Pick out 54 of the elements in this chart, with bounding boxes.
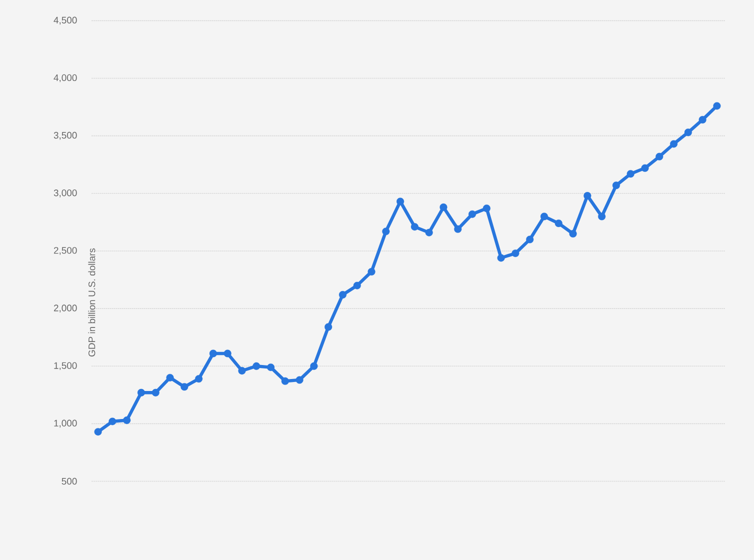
- point: [454, 225, 462, 233]
- point: [569, 230, 577, 238]
- point: [512, 250, 520, 258]
- point: [353, 282, 361, 290]
- point: [396, 198, 404, 206]
- point: [698, 116, 706, 124]
- point: [209, 350, 217, 358]
- point: [468, 210, 476, 218]
- point: [382, 228, 390, 236]
- y-tick-label: 3,000: [54, 190, 77, 198]
- point: [338, 290, 346, 298]
- point: [410, 223, 418, 231]
- point: [296, 376, 304, 384]
- point: [670, 140, 678, 148]
- point: [656, 152, 664, 160]
- point: [238, 366, 246, 374]
- point: [641, 164, 649, 172]
- point: [425, 228, 433, 236]
- point: [540, 212, 548, 220]
- point: [612, 182, 620, 190]
- point: [713, 102, 721, 110]
- y-tick-label: 1,000: [54, 420, 77, 428]
- y-tick-label: 2,000: [54, 304, 77, 312]
- point: [497, 254, 505, 262]
- y-tick-label: 2,500: [54, 247, 77, 255]
- y-tick-label: 500: [62, 478, 77, 485]
- point: [310, 362, 318, 370]
- point: [108, 418, 116, 426]
- point: [554, 220, 562, 228]
- point: [368, 268, 376, 276]
- point: [137, 388, 145, 396]
- point: [598, 212, 606, 220]
- y-tick-label: 1,500: [54, 362, 77, 370]
- point: [626, 170, 634, 178]
- y-tick-label: 4,500: [54, 16, 77, 25]
- point: [482, 204, 490, 212]
- point: [324, 323, 332, 331]
- point: [252, 362, 260, 370]
- point: [267, 364, 275, 372]
- point: [224, 350, 232, 358]
- point: [180, 383, 188, 391]
- point: [526, 236, 534, 244]
- point: [152, 388, 160, 396]
- point: [584, 192, 592, 200]
- point: [123, 416, 131, 424]
- point: [195, 375, 203, 383]
- point: [94, 428, 102, 436]
- y-tick-label: 4,000: [54, 74, 77, 82]
- point: [166, 374, 174, 382]
- point: [684, 128, 692, 136]
- y-tick-label: 3,500: [54, 132, 77, 140]
- y-axis-title: GDP in billion U.S. dollars: [88, 248, 96, 356]
- point: [281, 377, 289, 385]
- point: [440, 203, 448, 211]
